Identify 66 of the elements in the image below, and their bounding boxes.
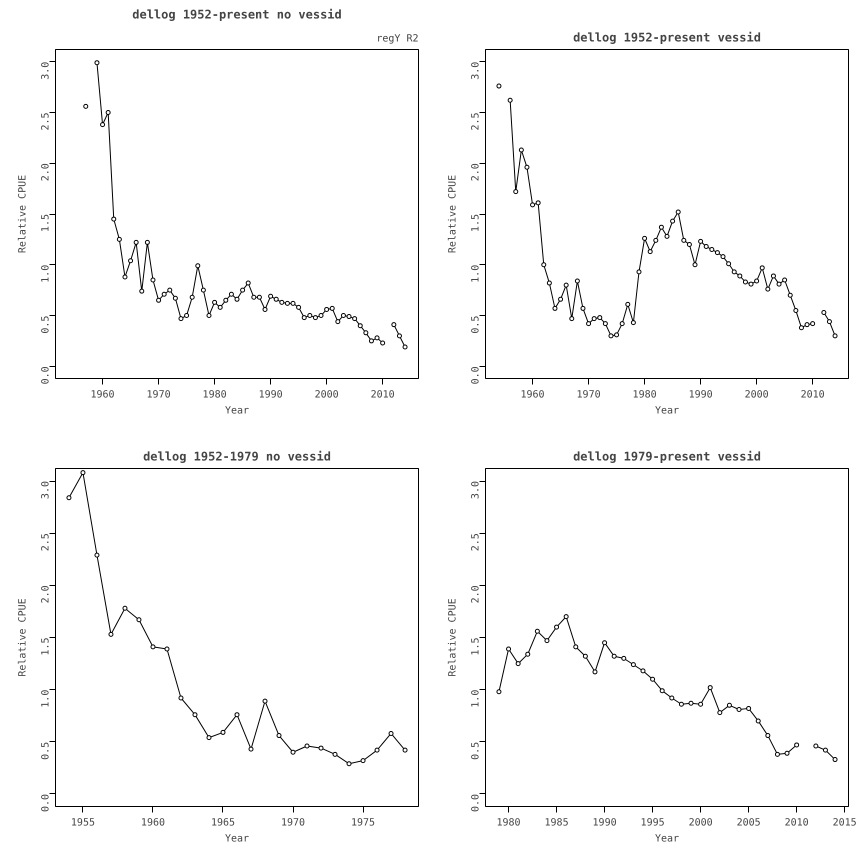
x-tick-label: 2000 (688, 818, 713, 828)
x-tick-label: 1995 (640, 818, 665, 828)
y-tick-label: 0.0 (40, 366, 52, 384)
x-tick-label: 2005 (736, 818, 761, 828)
y-tick-label: 0.5 (40, 316, 52, 334)
y-tick-label: 0.0 (470, 366, 482, 384)
y-tick-label: 2.5 (40, 533, 52, 552)
x-tick-label: 2000 (744, 390, 769, 400)
y-tick-label: 1.0 (470, 264, 482, 283)
x-tick-label: 1980 (496, 818, 521, 828)
x-tick-label: 1975 (351, 818, 376, 828)
y-axis-title: Relative CPUE (18, 598, 28, 677)
y-tick-label: 1.5 (40, 638, 52, 656)
y-tick-label: 3.0 (40, 62, 52, 80)
x-tick-label: 2010 (800, 390, 825, 400)
y-tick-label: 3.0 (470, 481, 482, 500)
x-tick-label: 1990 (592, 818, 617, 828)
x-tick-label: 1990 (258, 390, 283, 400)
y-tick-label: 2.0 (470, 585, 482, 604)
y-tick-label: 1.0 (40, 264, 52, 283)
y-tick-label: 0.0 (40, 794, 52, 812)
y-tick-label: 1.0 (40, 690, 52, 708)
y-tick-label: 3.0 (470, 62, 482, 80)
y-tick-label: 2.5 (470, 533, 482, 552)
x-tick-label: 1955 (70, 818, 95, 828)
x-tick-label: 2010 (784, 818, 809, 828)
x-tick-label: 1990 (688, 390, 713, 400)
y-tick-label: 1.5 (470, 214, 482, 232)
x-axis-title: Year (224, 834, 250, 844)
y-tick-label: 0.5 (470, 742, 482, 760)
y-tick-label: 2.5 (470, 112, 482, 131)
x-tick-label: 2010 (370, 390, 395, 400)
y-tick-label: 2.0 (470, 163, 482, 182)
x-tick-label: 1960 (90, 390, 115, 400)
y-tick-label: 0.5 (470, 316, 482, 334)
x-axis-title: Year (654, 406, 680, 416)
y-axis-title: Relative CPUE (18, 174, 28, 254)
x-tick-label: 1965 (210, 818, 236, 828)
x-tick-label: 1985 (544, 818, 569, 828)
y-tick-label: 2.0 (40, 163, 52, 182)
x-tick-label: 1960 (520, 390, 545, 400)
y-tick-label: 0.0 (470, 794, 482, 812)
y-tick-label: 1.5 (40, 214, 52, 232)
y-tick-label: 2.0 (40, 585, 52, 604)
y-tick-label: 1.5 (470, 638, 482, 656)
chart-title: dellog 1952-present vessid (573, 30, 761, 44)
x-tick-label: 1970 (280, 818, 306, 828)
y-axis-title: Relative CPUE (448, 598, 458, 677)
x-tick-label: 1970 (146, 390, 171, 400)
text: regY R2 (376, 34, 419, 44)
y-axis-title: Relative CPUE (448, 174, 458, 254)
x-tick-label: 2015 (832, 818, 857, 828)
x-axis-title: Year (654, 834, 680, 844)
y-tick-label: 2.5 (40, 112, 52, 131)
chart-title: dellog 1952-1979 no vessid (143, 450, 331, 464)
chart-title: dellog 1952-present no vessid (132, 8, 342, 22)
y-tick-label: 3.0 (40, 481, 52, 500)
x-tick-label: 1970 (576, 390, 601, 400)
x-tick-label: 1980 (202, 390, 227, 400)
x-tick-label: 1960 (140, 818, 166, 828)
y-tick-label: 1.0 (470, 690, 482, 708)
y-tick-label: 0.5 (40, 742, 52, 760)
x-tick-label: 1980 (632, 390, 657, 400)
x-axis-title: Year (224, 406, 250, 416)
x-tick-label: 2000 (314, 390, 339, 400)
chart-title: dellog 1979-present vessid (573, 450, 761, 464)
